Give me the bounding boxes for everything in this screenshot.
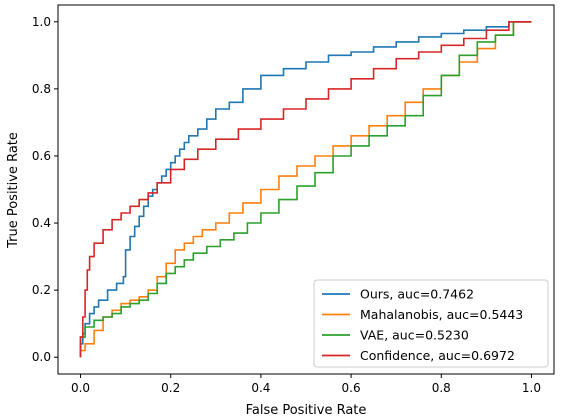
- x-tick-label: 0.2: [161, 381, 180, 395]
- legend-label-3: Confidence, auc=0.6972: [360, 348, 515, 363]
- y-tick-label: 0.6: [32, 149, 51, 163]
- plot-frame: [57, 4, 555, 375]
- x-axis-label: False Positive Rate: [246, 403, 367, 418]
- x-axis-ticks: 0.0 0.2 0.4 0.6 0.8 1.0: [71, 374, 541, 395]
- series-line-3: [79, 21, 532, 358]
- x-tick-label: 0.0: [71, 381, 90, 395]
- legend: Ours, auc=0.7462 Mahalanobis, auc=0.5443 V…: [313, 279, 549, 368]
- x-tick-label: 0.4: [251, 381, 270, 395]
- series-line-1: [79, 21, 532, 358]
- legend-box: [313, 279, 549, 368]
- legend-label-0: Ours, auc=0.7462: [360, 287, 474, 302]
- y-axis-label: True Positive Rate: [6, 132, 21, 249]
- legend-label-1: Mahalanobis, auc=0.5443: [360, 307, 523, 322]
- y-tick-label: 1.0: [32, 15, 51, 29]
- y-tick-label: 0.8: [32, 82, 51, 96]
- x-tick-label: 0.6: [342, 381, 361, 395]
- y-tick-label: 0.2: [32, 283, 51, 297]
- x-tick-label: 0.8: [432, 381, 451, 395]
- series-line-2: [79, 21, 532, 358]
- y-tick-label: 0.0: [32, 350, 51, 364]
- y-tick-label: 0.4: [32, 216, 51, 230]
- series-line-0: [79, 21, 532, 358]
- legend-label-2: VAE, auc=0.5230: [360, 328, 469, 343]
- y-axis-ticks: 0.0 0.2 0.4 0.6 0.8 1.0: [32, 15, 58, 364]
- series-layer: [79, 21, 532, 358]
- x-tick-label: 1.0: [522, 381, 541, 395]
